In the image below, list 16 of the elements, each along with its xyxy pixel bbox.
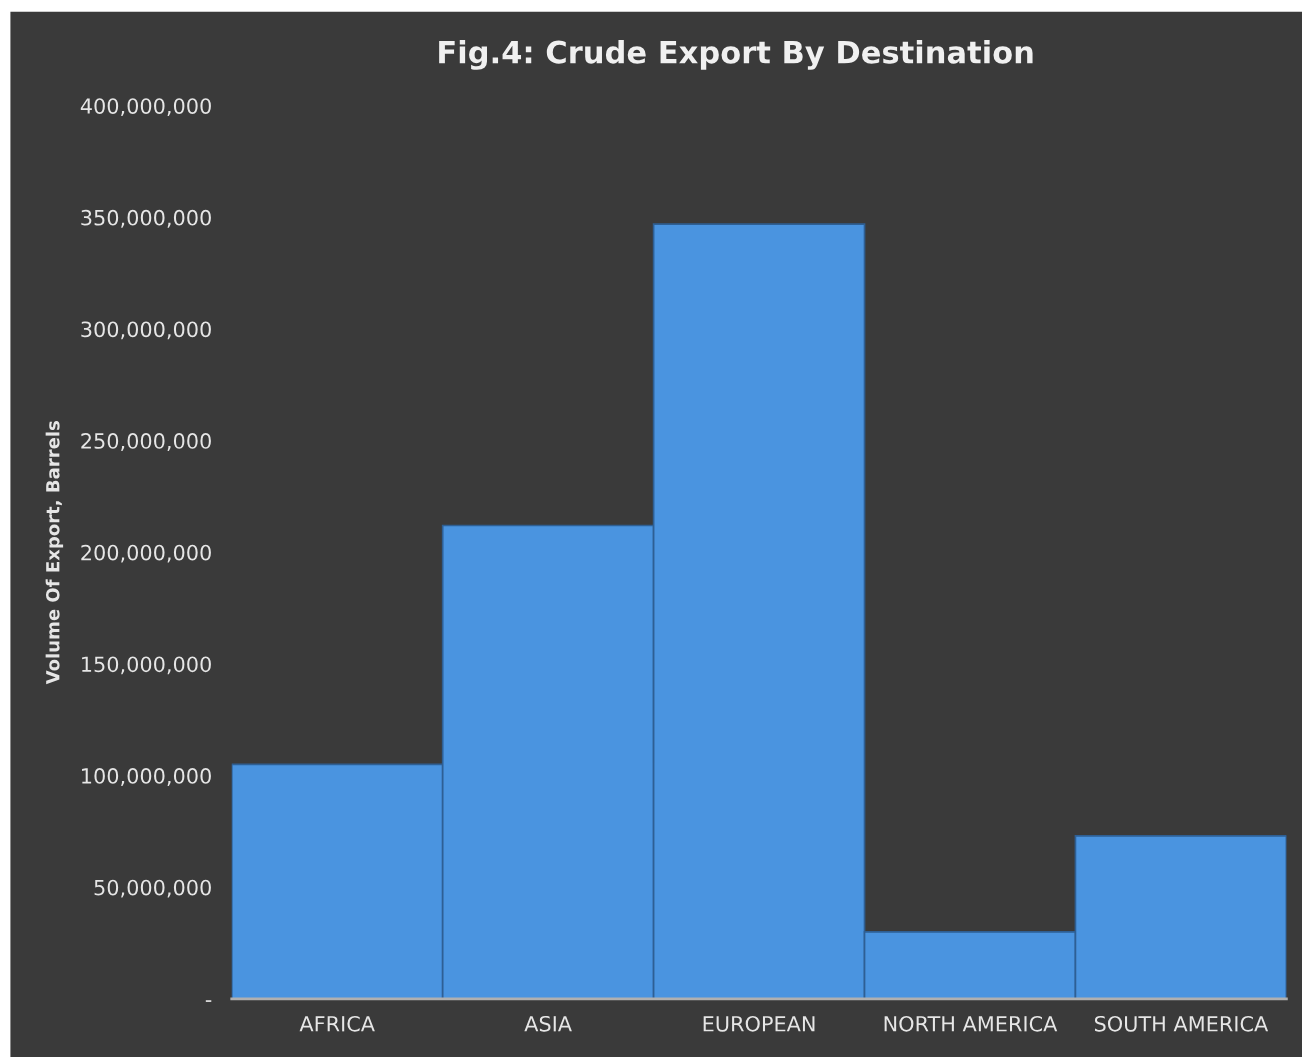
y-tick-label: 350,000,000 bbox=[81, 209, 211, 228]
y-tick-label: 50,000,000 bbox=[94, 879, 211, 898]
y-tick-label: 200,000,000 bbox=[81, 544, 211, 563]
y-tick-label: 150,000,000 bbox=[82, 656, 211, 675]
x-tick-label: SOUTH AMERICA bbox=[1094, 1015, 1269, 1032]
x-tick-label: AFRICA bbox=[299, 1015, 375, 1032]
y-axis-title: Volume Of Export, Barrels bbox=[45, 421, 64, 685]
y-tick-label: - bbox=[205, 1000, 212, 1002]
x-tick-label: NORTH AMERICA bbox=[884, 1015, 1058, 1032]
y-tick-label: 400,000,000 bbox=[80, 98, 211, 117]
x-tick-label: EUROPEAN bbox=[703, 1015, 815, 1032]
y-tick-label: 250,000,000 bbox=[81, 433, 211, 451]
y-tick-label: 100,000,000 bbox=[82, 768, 211, 786]
y-tick-label: 300,000,000 bbox=[81, 321, 211, 340]
x-tick-label: ASIA bbox=[524, 1015, 572, 1032]
chart-title: Fig.4: Crude Export By Destination bbox=[439, 40, 1033, 70]
